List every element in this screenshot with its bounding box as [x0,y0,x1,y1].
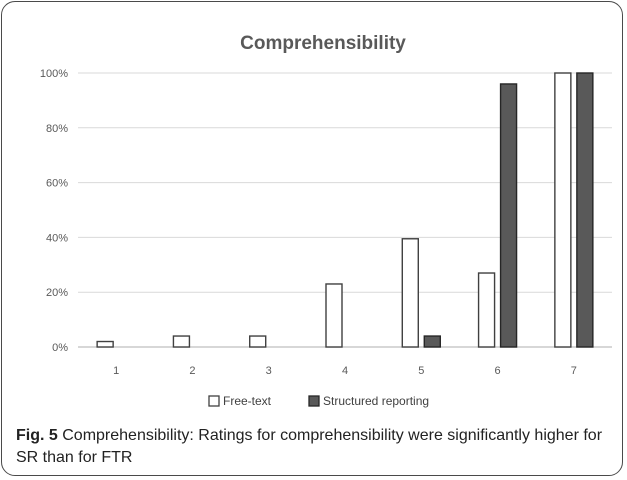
x-tick-label: 4 [342,365,348,377]
legend-swatch [208,395,220,407]
bar-free-text [172,335,191,348]
bar-free-text [554,72,572,348]
y-tick-label: 0% [52,342,68,354]
legend-swatch [308,395,320,407]
y-axis-ticks: 0% 20% 40% 60% 80% 100% [40,68,68,354]
x-tick-label: 5 [418,365,424,377]
y-tick-label: 40% [46,232,68,244]
bar-free-text [325,283,343,348]
caption-label: Fig. 5 [16,427,58,444]
chart-title: Comprehensibility [240,33,406,54]
bar-free-text [477,272,496,348]
x-tick-label: 1 [113,365,119,377]
y-tick-label: 20% [46,287,68,299]
bar-free-text [96,340,114,348]
bar-chart: Comprehensibility 0% 20% 40% 60% 80% 100% 1 2 3… [40,33,612,408]
y-tick-label: 80% [46,123,68,135]
bar-structured-reporting [423,335,441,348]
bar-structured-reporting [576,72,594,348]
x-tick-label: 6 [495,365,501,377]
legend-label: Free-text [223,394,272,408]
bar-free-text [401,238,419,348]
y-tick-label: 60% [46,178,68,190]
x-tick-label: 3 [266,365,272,377]
bar-free-text [249,335,267,348]
figure-caption: Fig. 5 Comprehensibility: Ratings for co… [16,425,616,469]
x-tick-label: 7 [571,365,577,377]
x-tick-label: 2 [189,365,195,377]
x-axis-ticks: 1 2 3 4 5 6 7 [113,365,577,377]
grid-lines [78,72,612,348]
y-tick-label: 100% [40,68,68,80]
legend-label: Structured reporting [323,394,429,408]
bars [96,72,594,348]
bar-structured-reporting [499,83,518,348]
legend: Free-text Structured reporting [208,394,429,408]
caption-text: Comprehensibility: Ratings for comprehen… [16,427,603,466]
